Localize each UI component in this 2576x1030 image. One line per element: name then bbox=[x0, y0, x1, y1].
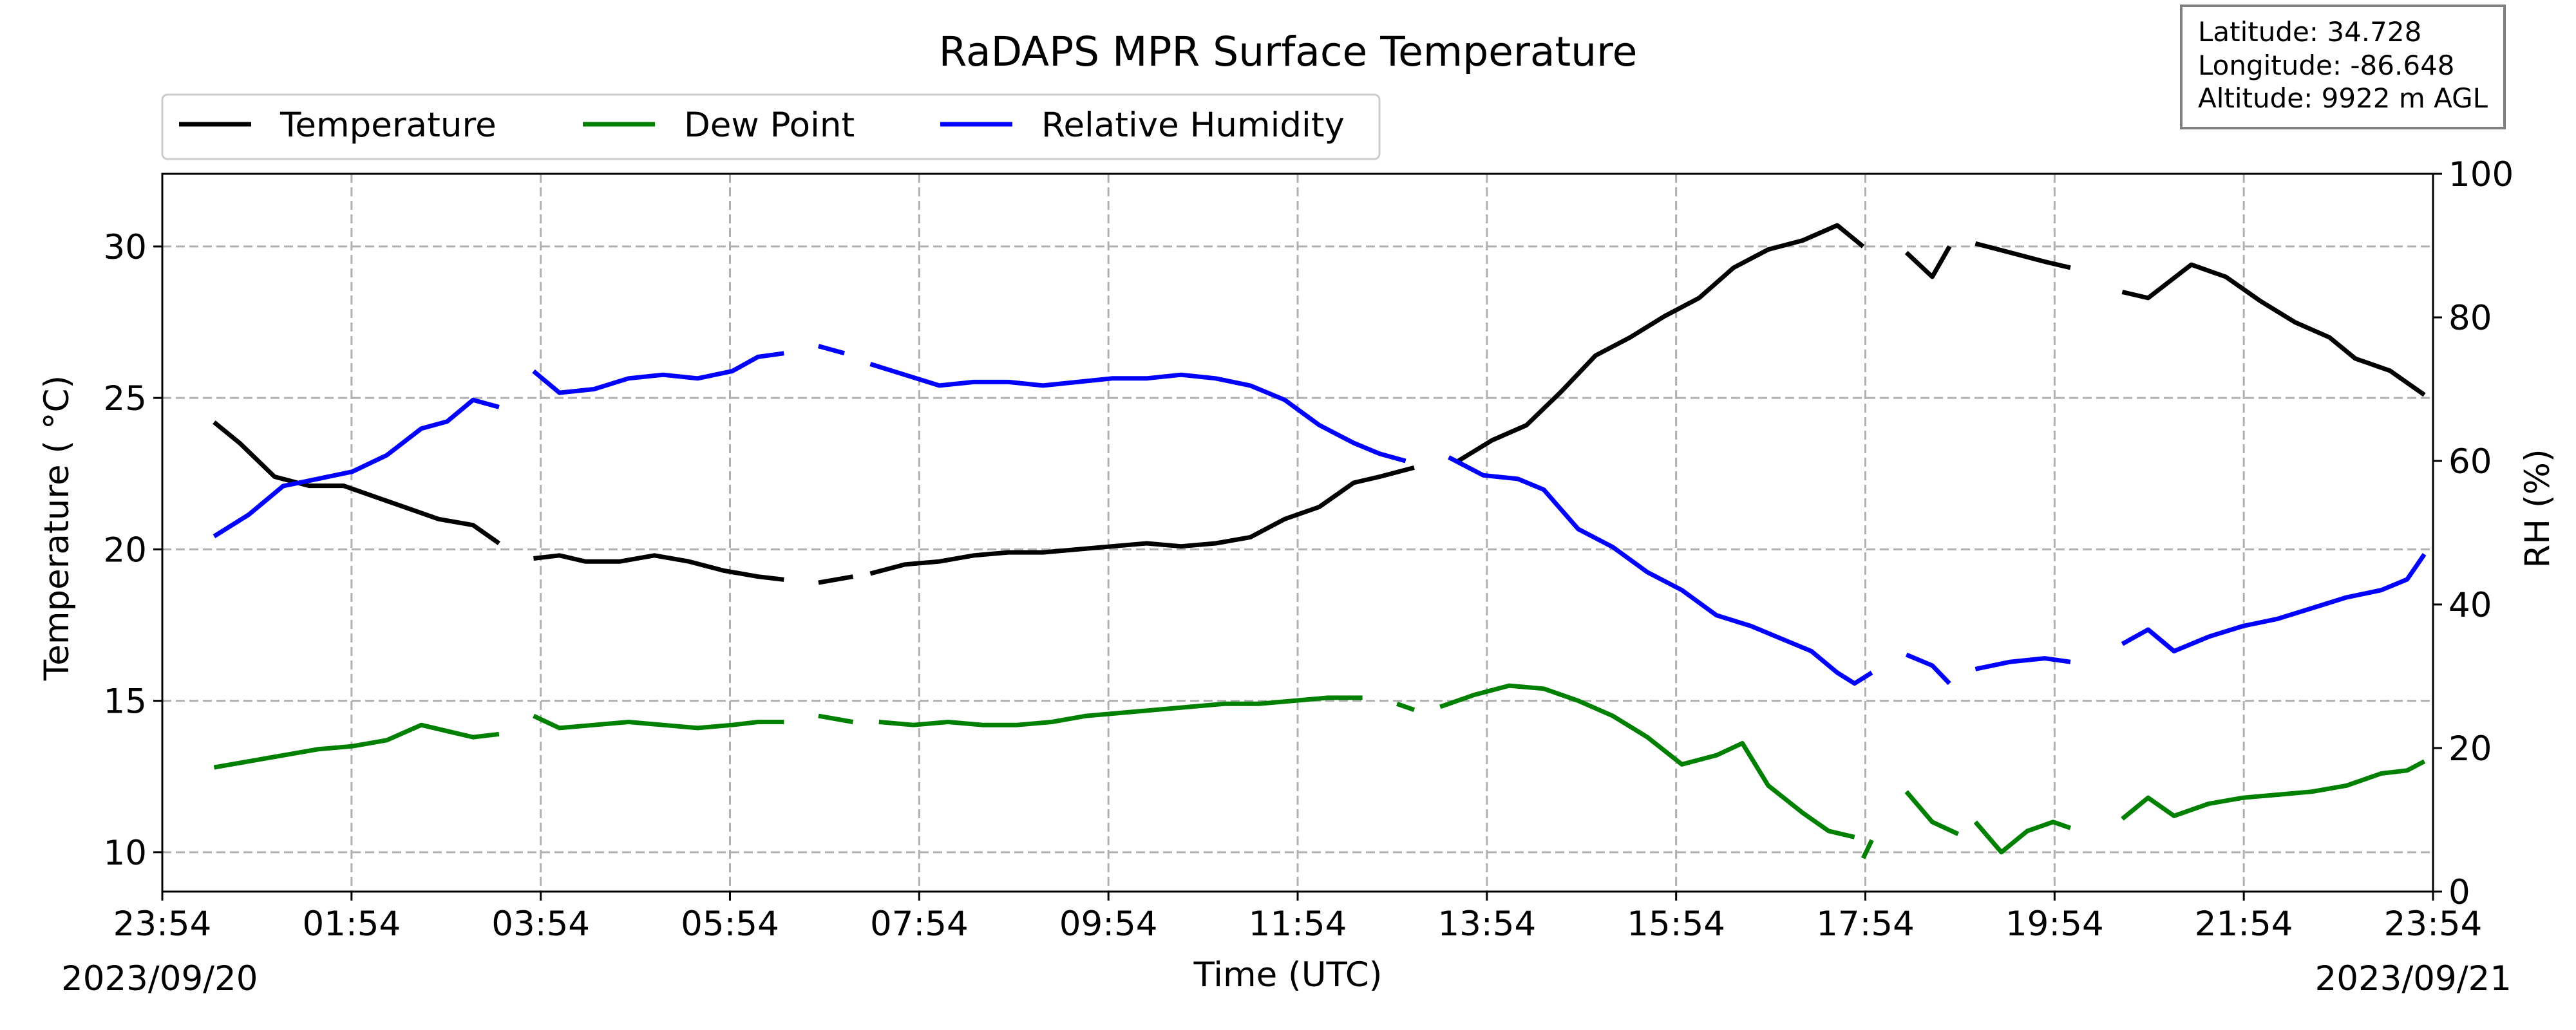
y-tick-label-left: 20 bbox=[104, 530, 147, 570]
x-tick-label: 23:54 bbox=[2384, 904, 2483, 944]
y-tick-label-left: 25 bbox=[104, 379, 147, 418]
series-line-dew-point bbox=[818, 713, 854, 724]
info-box-frame bbox=[2180, 5, 2506, 129]
legend-frame bbox=[161, 93, 1381, 160]
x-tick-label: 13:54 bbox=[1437, 904, 1536, 944]
series-line-dew-point bbox=[878, 695, 1363, 727]
y-tick-label-right: 20 bbox=[2448, 729, 2492, 769]
x-tick-label: 09:54 bbox=[1059, 904, 1158, 944]
series-line-relative-humidity bbox=[532, 351, 784, 395]
series-line-relative-humidity bbox=[1447, 455, 1873, 686]
y-tick-label-right: 60 bbox=[2448, 442, 2492, 482]
y-tick-label-right: 40 bbox=[2448, 586, 2492, 625]
x-tick-label: 07:54 bbox=[870, 904, 969, 944]
x-tick-label: 03:54 bbox=[491, 904, 590, 944]
y-axis-label-right: RH (%) bbox=[2518, 449, 2557, 568]
y-tick-label-right: 100 bbox=[2448, 155, 2514, 194]
x-axis-label: Time (UTC) bbox=[1193, 955, 1383, 995]
series-line-dew-point bbox=[1904, 790, 1960, 836]
series-line-relative-humidity bbox=[817, 344, 846, 356]
series-line-dew-point bbox=[1973, 819, 2072, 855]
info-longitude: Longitude: -86.648 bbox=[2198, 50, 2455, 81]
series-line-temperature bbox=[818, 574, 854, 585]
x-tick-label: 15:54 bbox=[1627, 904, 1725, 944]
series-line-relative-humidity bbox=[213, 397, 500, 539]
series-line-temperature bbox=[2121, 262, 2426, 397]
date-end-label: 2023/09/21 bbox=[2315, 959, 2512, 998]
x-tick-label: 05:54 bbox=[681, 904, 779, 944]
series-line-temperature bbox=[213, 420, 500, 545]
series-line-temperature bbox=[869, 465, 1415, 576]
x-tick-label: 21:54 bbox=[2195, 904, 2293, 944]
series-line-temperature bbox=[1904, 245, 1952, 279]
y-tick-label-left: 15 bbox=[104, 682, 147, 722]
series-line-relative-humidity bbox=[2121, 553, 2427, 653]
x-tick-label: 17:54 bbox=[1816, 904, 1915, 944]
y-tick-label-right: 0 bbox=[2448, 873, 2470, 912]
legend-label-relative-humidity: Relative Humidity bbox=[1041, 106, 1345, 145]
y-tick-label-right: 80 bbox=[2448, 299, 2492, 338]
series-line-relative-humidity bbox=[1905, 652, 1951, 686]
legend-label-dew-point: Dew Point bbox=[684, 106, 855, 145]
series-line-dew-point bbox=[213, 722, 500, 770]
series-line-temperature bbox=[1975, 241, 2071, 270]
x-tick-label: 19:54 bbox=[2005, 904, 2104, 944]
series-line-dew-point bbox=[533, 713, 784, 731]
series-line-temperature bbox=[1456, 223, 1865, 464]
series-line-temperature bbox=[533, 553, 784, 582]
x-tick-label: 11:54 bbox=[1249, 904, 1347, 944]
chart-title: RaDAPS MPR Surface Temperature bbox=[939, 28, 1638, 75]
plot-area bbox=[213, 223, 2427, 859]
info-box: Latitude: 34.728 Longitude: -86.648 Alti… bbox=[2180, 5, 2506, 129]
series-line-dew-point bbox=[1439, 683, 1855, 839]
info-latitude: Latitude: 34.728 bbox=[2198, 16, 2421, 48]
y-tick-label-left: 30 bbox=[104, 228, 147, 267]
series-line-relative-humidity bbox=[869, 362, 1406, 464]
axes: 23:54 01:54 03:54 05:54 07:54 09:54 11:54 13:54… bbox=[104, 155, 2514, 944]
series-line-dew-point bbox=[1861, 839, 1874, 859]
info-altitude: Altitude: 9922 m AGL bbox=[2198, 82, 2488, 114]
x-tick-label: 01:54 bbox=[302, 904, 401, 944]
date-start-label: 2023/09/20 bbox=[61, 959, 258, 998]
series-line-dew-point bbox=[1396, 701, 1416, 713]
series-line-relative-humidity bbox=[1975, 656, 2071, 671]
x-tick-label: 23:54 bbox=[113, 904, 212, 944]
legend-label-temperature: Temperature bbox=[279, 106, 497, 145]
grid bbox=[162, 174, 2433, 892]
y-tick-label-left: 10 bbox=[104, 834, 147, 873]
y-axis-label-left: Temperature ( °C) bbox=[37, 375, 77, 681]
series-line-dew-point bbox=[2121, 759, 2426, 821]
legend: Temperature Dew Point Relative Humidity bbox=[161, 93, 1381, 160]
